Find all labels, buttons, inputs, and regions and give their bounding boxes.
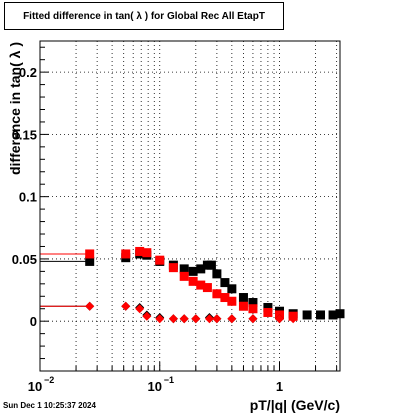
data-point (248, 304, 258, 314)
x-tick-label: 1 (276, 379, 283, 394)
y-tick-label: 0.05 (12, 252, 37, 267)
data-point (302, 310, 312, 320)
data-point (179, 264, 189, 274)
data-point (121, 249, 131, 259)
data-point (248, 298, 258, 308)
data-point (248, 314, 258, 324)
x-tick-labels: 10 −2 10 −1 1 (28, 375, 283, 394)
chart-title: Fitted difference in tan( λ ) for Global… (4, 2, 284, 30)
data-point (202, 283, 212, 293)
data-point (191, 314, 201, 324)
data-point (263, 307, 273, 317)
data-point (142, 311, 152, 321)
data-point (227, 296, 237, 306)
data-point (135, 246, 145, 256)
data-point (179, 314, 189, 324)
data-point (168, 263, 178, 273)
data-point (188, 266, 198, 276)
plot-frame (39, 40, 341, 372)
data-point (168, 314, 178, 324)
y-tick-label: 0.2 (19, 65, 37, 80)
timestamp: Sun Dec 1 10:25:37 2024 (3, 401, 96, 410)
data-point (220, 293, 230, 303)
data-point (135, 304, 145, 314)
series-2 (40, 246, 298, 321)
data-point (227, 314, 237, 324)
x-tick-label: 10 (148, 379, 162, 394)
data-point (188, 276, 198, 286)
x-axis-label: pT/|q| (GeV/c) (250, 397, 340, 413)
data-series (40, 246, 345, 324)
x-tick-exponent: −2 (44, 375, 54, 385)
data-point (227, 284, 237, 294)
data-point (238, 293, 248, 303)
data-point (288, 314, 298, 324)
y-tick-label: 0.1 (19, 190, 37, 205)
y-axis-label: difference in tan( λ ) (7, 42, 23, 175)
series-4 (40, 301, 298, 324)
y-tick-label: 0.15 (12, 127, 37, 142)
data-point (179, 271, 189, 281)
data-point (212, 314, 222, 324)
data-point (275, 314, 285, 324)
data-point (196, 280, 206, 290)
data-point (85, 301, 95, 311)
axis-ticks (39, 46, 338, 372)
data-point (121, 301, 131, 311)
y-tick-labels: 0 0.05 0.1 0.15 0.2 (12, 65, 37, 329)
data-point (212, 269, 222, 279)
data-point (204, 314, 214, 324)
data-point (155, 255, 165, 265)
data-point (85, 256, 95, 266)
data-point (328, 310, 338, 320)
data-point (212, 289, 222, 299)
data-point (85, 249, 95, 259)
data-point (206, 260, 216, 270)
data-point (316, 310, 326, 320)
grid-lines (40, 41, 340, 371)
x-tick-exponent: −1 (164, 375, 174, 385)
data-point (196, 264, 206, 274)
data-point (142, 248, 152, 258)
data-point (238, 301, 248, 311)
x-tick-label: 10 (28, 379, 42, 394)
data-point (220, 278, 230, 288)
data-point (155, 314, 165, 324)
y-tick-label: 0 (30, 314, 37, 329)
data-point (263, 302, 273, 312)
